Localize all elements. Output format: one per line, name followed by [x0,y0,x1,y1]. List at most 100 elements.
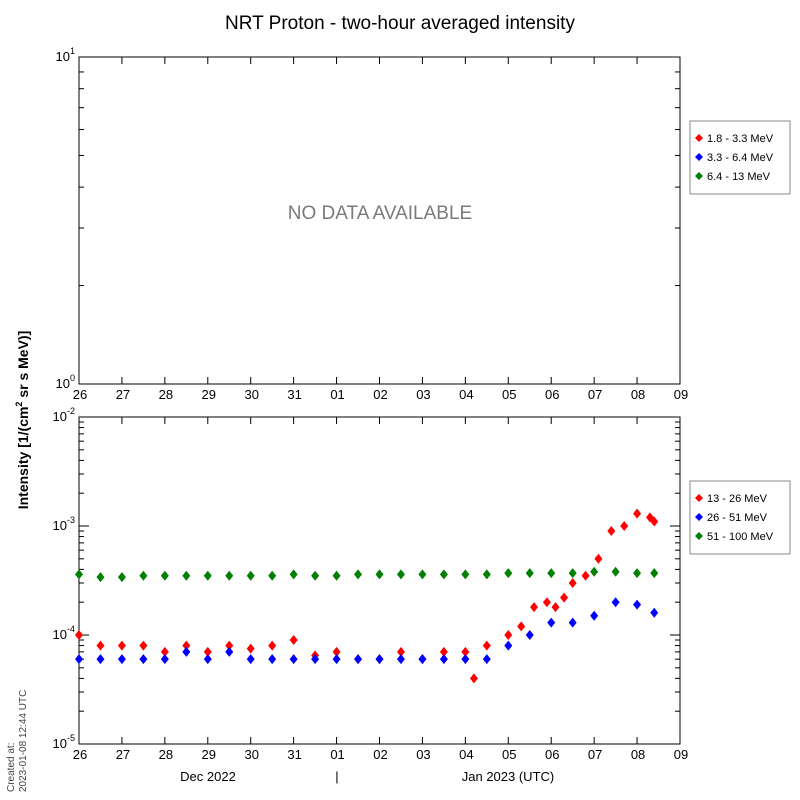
data-point [517,621,526,632]
data-point [203,570,212,581]
y-axis-label-post: sr s MeV)] [15,331,31,402]
data-point [590,566,599,577]
legend-label: 1.8 - 3.3 MeV [707,133,774,145]
x-tick-label: 05 [502,387,516,402]
legend-marker [695,153,703,161]
data-point [633,508,642,519]
data-point [633,599,642,610]
data-point [650,568,659,579]
x-tick-label: 27 [116,387,130,402]
legend-bottom: 13 - 26 MeV 26 - 51 MeV 51 - 100 MeV [689,480,791,555]
x-tick-label: 05 [502,747,516,762]
x-tick-label: 03 [416,387,430,402]
data-point [547,617,556,628]
data-point [461,646,470,657]
data-point [650,607,659,618]
data-point [590,610,599,621]
data-point [268,654,277,665]
data-point [396,569,405,580]
legend-marker [695,172,703,180]
x-tick-label: 27 [116,747,130,762]
data-point [594,553,603,564]
data-point [439,646,448,657]
x-tick-label: 08 [631,747,645,762]
data-point [225,646,234,657]
data-point [75,569,83,580]
x-tick-label: 28 [159,747,173,762]
x-tick-label: 31 [287,387,301,402]
month-label-dec: Dec 2022 [180,769,236,784]
data-point [568,568,577,579]
y-tick-label: 101 [56,46,75,64]
data-point [551,602,560,613]
data-point [482,654,491,665]
data-point [268,570,277,581]
data-point [439,569,448,580]
data-point [311,570,320,581]
data-point [117,572,126,583]
data-point [607,525,616,536]
data-point [620,521,629,531]
x-tick-label: 28 [159,387,173,402]
top-panel: 26 27 28 29 30 31 01 02 03 04 05 06 07 08 09 101 100 NO… [56,46,689,402]
x-tick-label: 02 [373,387,387,402]
data-point [396,654,405,665]
data-point [633,568,642,579]
x-tick-label: 03 [416,747,430,762]
data-point [75,654,83,665]
data-point [96,640,105,651]
bottom-data-points [75,508,659,684]
data-point [568,577,577,588]
data-point [525,630,534,640]
y-tick-label: 10-3 [53,515,75,533]
legend-label: 6.4 - 13 MeV [707,171,771,183]
data-point [225,570,234,581]
month-separator: | [335,769,338,784]
bottom-y-ticks: 10-2 10-3 10-4 10-5 [53,406,680,751]
y-tick-label: 10-2 [53,406,75,424]
data-point [504,568,513,579]
chart-title: NRT Proton - two-hour averaged intensity [225,13,575,34]
x-tick-label: 29 [202,747,216,762]
y-tick-label: 10-4 [53,624,75,642]
data-point [75,630,83,640]
top-y-ticks: 101 100 [56,46,680,391]
data-point [482,640,491,651]
x-tick-label: 26 [73,387,87,402]
data-point [560,592,569,603]
x-tick-label: 09 [674,747,688,762]
x-tick-label: 02 [373,747,387,762]
data-point [418,569,427,580]
data-point [332,646,341,657]
data-point [611,597,620,608]
x-tick-label: 06 [545,387,559,402]
data-point [530,602,539,613]
top-x-ticks: 26 27 28 29 30 31 01 02 03 04 05 06 07 08 09 [73,57,688,402]
data-point [246,570,255,581]
x-tick-label: 08 [631,387,645,402]
data-point [525,568,534,579]
data-point [203,654,212,665]
data-point [396,646,405,657]
data-point [375,654,384,665]
data-point [568,617,577,628]
data-point [160,570,169,581]
data-point [96,572,105,583]
data-point [139,640,148,651]
data-point [650,516,659,527]
data-point [182,570,191,581]
data-point [268,640,277,651]
legend-label: 3.3 - 6.4 MeV [707,152,774,164]
data-point [160,654,169,665]
legend-label: 13 - 26 MeV [707,493,768,505]
data-point [547,568,556,579]
data-point [461,654,470,665]
data-point [332,570,341,581]
legend-marker [695,532,703,540]
y-tick-label: 100 [56,373,75,391]
legend-top: 1.8 - 3.3 MeV 3.3 - 6.4 MeV 6.4 - 13 MeV [689,120,791,195]
data-point [203,646,212,657]
y-tick-label: 10-5 [53,733,75,751]
data-point [289,569,298,580]
x-tick-label: 01 [330,747,344,762]
